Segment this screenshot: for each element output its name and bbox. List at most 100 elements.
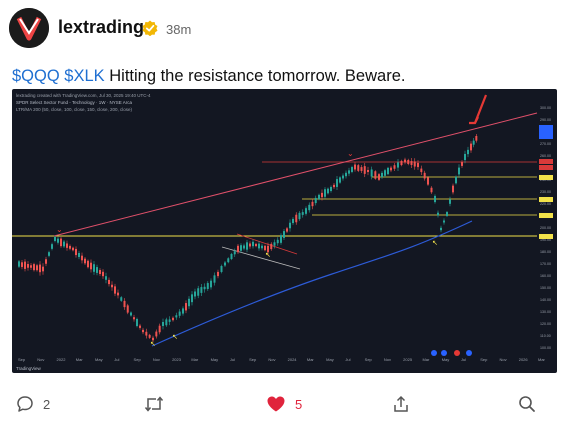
price-axis-label: 170.00 [540, 262, 551, 266]
candle-body [470, 143, 472, 151]
time-axis-label: May [95, 357, 103, 362]
price-tag-current [539, 125, 553, 139]
candle-body [311, 201, 314, 207]
time-axis-label: Mar [538, 357, 546, 362]
post-actions: 2 5 [0, 392, 582, 416]
candle-body [449, 199, 451, 204]
annotation-arrows: ⌄ ⌄ ↖ ↖ ↖ ↖ [56, 94, 488, 348]
horizontal-levels [12, 161, 537, 237]
candle-body [393, 165, 396, 169]
candle-body [467, 149, 469, 155]
price-tag [539, 213, 553, 218]
candle-body [387, 167, 389, 175]
candle-body [374, 171, 377, 179]
candle-body [185, 303, 187, 311]
ticker-link-xlk[interactable]: $XLK [64, 67, 105, 85]
candle-body [255, 243, 257, 247]
candle-body [464, 153, 466, 161]
candle-body [102, 271, 104, 277]
candle-body [48, 252, 50, 256]
candle-body [155, 331, 158, 337]
candle-body [60, 238, 62, 247]
candle-body [188, 298, 190, 307]
candle-body [145, 331, 148, 336]
candle-body [99, 270, 101, 274]
candle-body [314, 197, 317, 204]
candle-body [69, 245, 71, 249]
time-axis-label: Sep [480, 357, 488, 362]
candle-body [378, 174, 380, 180]
bottom-pointer-icon: ↖ [150, 341, 156, 348]
candle-body [197, 288, 200, 296]
candle-body [397, 162, 399, 168]
candle-body [434, 195, 436, 203]
candle-body [75, 248, 77, 256]
price-axis-label: 190.00 [540, 238, 551, 242]
time-axis-label: Sep [18, 357, 26, 362]
candle-body [417, 162, 419, 168]
candle-body [191, 294, 193, 303]
search-icon [519, 396, 535, 412]
avatar[interactable] [9, 8, 49, 48]
ticker-link-qqq[interactable]: $QQQ [12, 67, 60, 85]
candle-body [240, 245, 242, 251]
candle-body [233, 251, 236, 255]
candle-body [384, 170, 386, 176]
chart-image[interactable]: lextrading created with TradingView.com,… [12, 89, 557, 373]
event-marker-icon [466, 350, 472, 356]
candle-body [400, 160, 403, 166]
candle-body [130, 312, 132, 316]
price-axis-label: 160.00 [540, 274, 551, 278]
candle-body [172, 317, 174, 321]
time-axis-label: 2025 [403, 357, 413, 362]
moving-average-line [151, 220, 473, 347]
candle-body [220, 266, 223, 272]
candle-body [136, 318, 138, 327]
time-axis-label: 2022 [57, 357, 67, 362]
candle-body [440, 227, 442, 231]
candle-body [452, 185, 454, 193]
time-axis-label: Jul [461, 357, 466, 362]
price-axis-label: 120.00 [540, 322, 551, 326]
candle-body [336, 179, 338, 187]
candle-body [258, 243, 260, 249]
candle-body [472, 140, 475, 145]
time-axis-label: Jul [345, 357, 350, 362]
time-axis-label: May [326, 357, 334, 362]
candle-body [230, 253, 233, 260]
candle-body [390, 167, 392, 171]
candle-body [210, 280, 212, 288]
candle-body [318, 194, 320, 200]
repost-button[interactable] [144, 392, 173, 416]
username[interactable]: lextrading [58, 17, 145, 37]
search-button[interactable] [518, 392, 536, 416]
price-tag [539, 197, 553, 202]
share-button[interactable] [392, 392, 410, 416]
candle-body [213, 275, 216, 283]
time-axis-label: Sep [365, 357, 373, 362]
time-axis-label: Nov [268, 357, 275, 362]
candle-body [252, 241, 254, 247]
candle-body [108, 279, 110, 285]
bottom-pointer-icon: ↖ [172, 334, 178, 341]
candle-body [24, 261, 26, 269]
candle-body [217, 271, 219, 277]
tradingview-brand: TradingView [16, 366, 42, 371]
candle-body [246, 242, 248, 250]
like-button[interactable]: 5 [266, 392, 302, 416]
reply-button[interactable]: 2 [16, 392, 50, 416]
price-axis-label: 270.00 [540, 142, 551, 146]
candle-body [286, 228, 288, 232]
candle-body [370, 169, 373, 177]
candle-body [224, 262, 226, 266]
candle-body [339, 177, 341, 183]
time-axis-label: Nov [153, 357, 160, 362]
event-marker-icon [431, 350, 437, 356]
candlesticks [18, 134, 478, 343]
event-markers [431, 350, 472, 356]
price-axis-label: 200.00 [540, 226, 551, 230]
time-axis-label: Mar [422, 357, 430, 362]
candle-body [243, 245, 245, 249]
candle-body [357, 165, 360, 171]
time-axis-label: Mar [191, 357, 199, 362]
